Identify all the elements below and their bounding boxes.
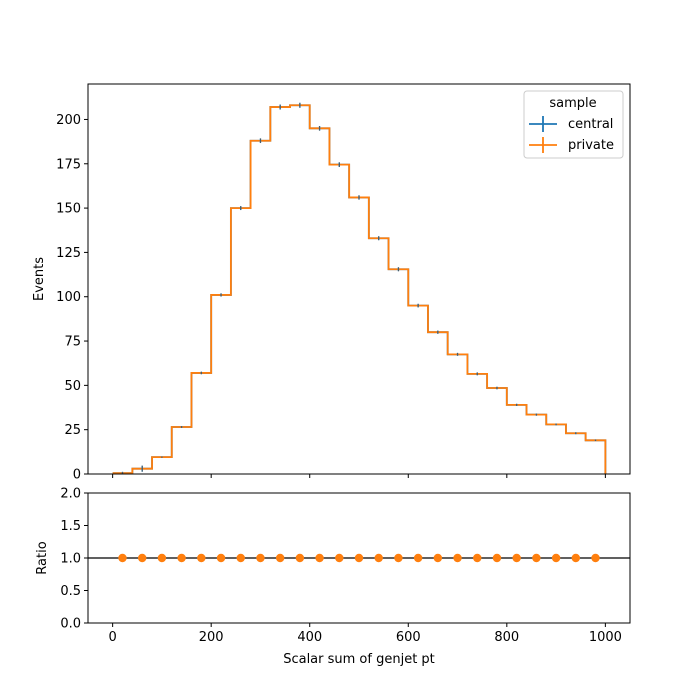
legend-label-central: central — [568, 117, 613, 132]
ratio-x-tick-label: 200 — [199, 630, 224, 645]
main-y-tick-label: 175 — [56, 157, 81, 172]
ratio-point — [335, 553, 344, 563]
main-y-tick-label: 0 — [73, 468, 81, 483]
ratio-point — [532, 553, 541, 563]
ratio-point — [275, 553, 285, 563]
ratio-point — [197, 553, 206, 563]
ratio-point — [157, 553, 167, 563]
ratio-plot-frame — [87, 492, 631, 624]
ratio-y-tick-label: 0.5 — [60, 584, 81, 599]
legend-entry-central: central — [529, 116, 613, 132]
ratio-point — [394, 553, 403, 563]
ratio-y-tick-label: 1.0 — [60, 552, 81, 567]
ratio-y-tick-label: 1.5 — [60, 519, 81, 534]
ratio-x-tick-label: 0 — [108, 630, 116, 645]
legend-box — [523, 90, 624, 159]
ratio-point — [433, 553, 443, 563]
main-y-tick-label: 25 — [64, 423, 81, 438]
ratio-point — [177, 553, 186, 563]
ratio-y-ticks: 0.0 0.5 1.0 1.5 2.0 — [60, 487, 88, 632]
ratio-x-tick-label: 800 — [494, 630, 519, 645]
ratio-y-tick-label: 0.0 — [60, 617, 81, 632]
x-axis-label: Scalar sum of genjet pt — [283, 652, 435, 667]
ratio-x-ticks: 0 200 400 600 800 1000 — [108, 623, 622, 645]
ratio-point — [118, 553, 127, 563]
ratio-point — [413, 553, 423, 563]
ratio-y-tick-label: 2.0 — [60, 487, 81, 502]
ratio-point — [492, 553, 502, 563]
ratio-x-tick-label: 600 — [396, 630, 421, 645]
main-y-tick-label: 200 — [56, 113, 81, 128]
main-y-tick-label: 125 — [56, 246, 81, 261]
main-y-tick-label: 150 — [56, 202, 81, 217]
ratio-point — [512, 553, 521, 563]
main-plot-frame — [87, 83, 631, 475]
ratio-point — [216, 553, 226, 563]
ratio-point — [551, 553, 561, 563]
main-y-tick-label: 50 — [64, 379, 81, 394]
ratio-y-axis-label: Ratio — [35, 541, 50, 574]
ratio-panel: 0.00.51.01.52.0 0 200 400 600 800 1000 Ratio … — [35, 487, 631, 667]
main-panel: 0 25 50 75 100 125 150 175 200 Events sample cen… — [32, 83, 631, 483]
main-series — [112, 104, 607, 475]
ratio-x-tick-label: 1000 — [589, 630, 622, 645]
ratio-point — [453, 553, 462, 563]
ratio-point — [473, 553, 482, 563]
main-y-tick-label: 75 — [64, 335, 81, 350]
main-x-ticks — [112, 474, 606, 478]
ratio-point — [138, 553, 147, 563]
main-error-bars — [121, 102, 597, 474]
ratio-x-tick-label: 400 — [297, 630, 322, 645]
ratio-point — [236, 553, 245, 563]
main-y-ticks: 0 25 50 75 100 125 150 175 200 — [56, 113, 88, 483]
ratio-point — [374, 553, 383, 563]
ratio-point — [571, 553, 580, 563]
main-y-axis-label: Events — [32, 257, 47, 301]
legend-label-private: private — [568, 138, 614, 153]
ratio-point — [354, 553, 364, 563]
legend: sample central private — [523, 90, 624, 159]
legend-entry-private: private — [529, 137, 614, 153]
legend-title: sample — [549, 96, 596, 111]
ratio-point — [315, 553, 324, 563]
ratio-points — [118, 553, 600, 563]
ratio-point — [295, 553, 305, 563]
ratio-point — [591, 553, 600, 563]
series-private-step — [112, 104, 607, 475]
ratio-point — [256, 553, 265, 563]
main-y-tick-label: 100 — [56, 290, 81, 305]
